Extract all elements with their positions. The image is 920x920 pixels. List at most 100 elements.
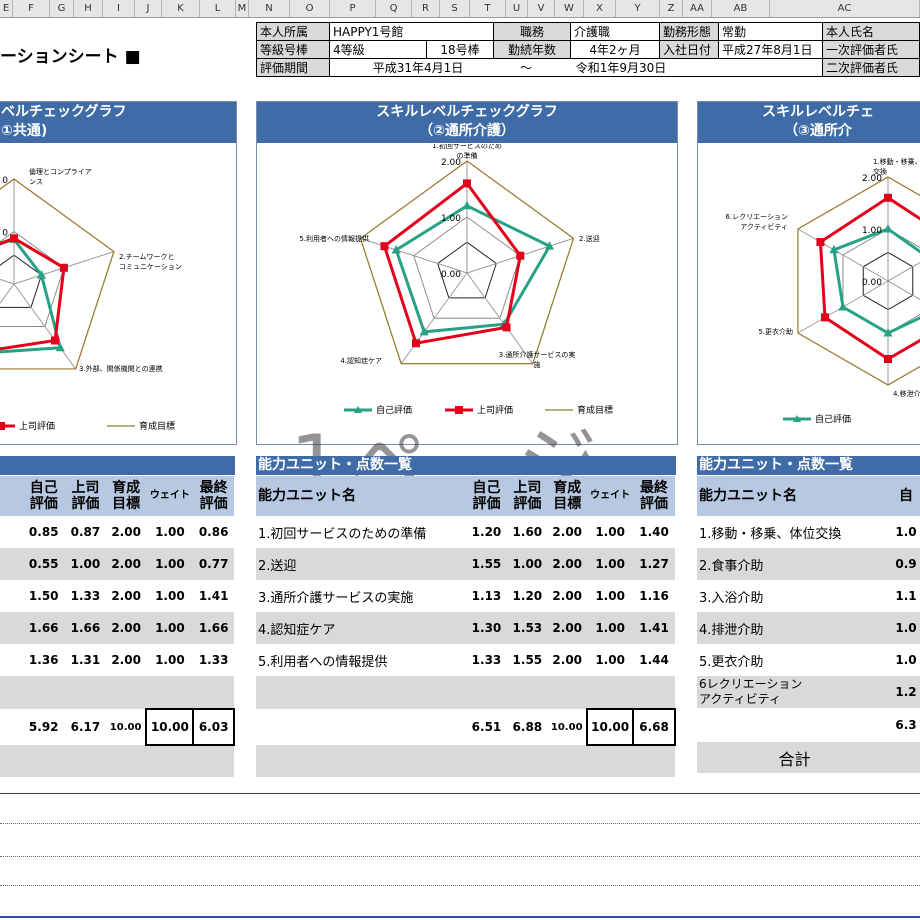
empty-cell[interactable] xyxy=(65,676,106,709)
column-header-g[interactable]: G xyxy=(50,0,74,17)
final-score[interactable]: 0.77 xyxy=(193,548,234,580)
target-score[interactable]: 2.00 xyxy=(552,589,583,603)
column-header-u[interactable]: U xyxy=(506,0,528,17)
period-from[interactable]: 平成31年4月1日 xyxy=(372,61,464,75)
empty-cell[interactable] xyxy=(0,676,23,709)
unit-name-cell[interactable]: 3.通所介護サービスの実施 xyxy=(258,590,414,606)
value-hire-date[interactable]: 平成27年8月1日 xyxy=(718,40,823,59)
empty-cell[interactable] xyxy=(0,745,23,777)
self-score[interactable]: 1.0 xyxy=(895,653,917,667)
target-score[interactable]: 2.00 xyxy=(105,612,147,644)
self-score[interactable]: 0.85 xyxy=(28,525,59,539)
final-score[interactable]: 0.86 xyxy=(198,525,229,539)
final-score[interactable]: 1.41 xyxy=(198,589,229,603)
target-score[interactable]: 2.00 xyxy=(547,548,588,580)
total-final[interactable]: 6.03 xyxy=(192,708,235,746)
unit-name-cell[interactable]: 6レクリエーション アクティビティ xyxy=(697,676,893,708)
boss-score[interactable]: 1.00 xyxy=(507,548,548,580)
column-header-l[interactable]: L xyxy=(200,0,236,17)
unit-name-cell[interactable]: 4.認知症ケア xyxy=(256,612,466,644)
column-header-i[interactable]: I xyxy=(103,0,135,17)
empty-cell[interactable] xyxy=(587,745,634,777)
column-header-n[interactable]: N xyxy=(249,0,290,17)
weight[interactable]: 1.00 xyxy=(155,653,185,667)
column-header-ac[interactable]: AC xyxy=(770,0,920,17)
column-header-p[interactable]: P xyxy=(330,0,376,17)
boss-score[interactable]: 1.55 xyxy=(512,653,543,667)
comment-line[interactable] xyxy=(0,823,920,824)
total-label-cell[interactable] xyxy=(256,709,466,745)
column-header-q[interactable]: Q xyxy=(376,0,412,17)
total-boss[interactable]: 6.17 xyxy=(70,720,101,734)
total-self[interactable]: 5.92 xyxy=(28,720,59,734)
boss-score[interactable]: 1.53 xyxy=(507,612,548,644)
unit-name-cell[interactable]: 2.食事介助 xyxy=(697,548,893,580)
total-self[interactable]: 6.3 xyxy=(895,718,917,732)
empty-cell[interactable] xyxy=(193,676,234,709)
weight[interactable]: 1.00 xyxy=(146,612,194,644)
column-header-z[interactable]: Z xyxy=(660,0,683,17)
total-label[interactable]: 合計 xyxy=(697,742,893,773)
self-score[interactable]: 1.36 xyxy=(28,653,59,667)
target-score[interactable]: 2.00 xyxy=(552,525,583,539)
final-score[interactable]: 1.33 xyxy=(198,653,229,667)
column-header-aa[interactable]: AA xyxy=(683,0,712,17)
final-score[interactable]: 1.41 xyxy=(633,612,675,644)
empty-cell[interactable] xyxy=(587,676,634,709)
self-score[interactable]: 0.55 xyxy=(22,548,66,580)
unit-name-cell[interactable]: 1.初回サービスのための準備 xyxy=(258,526,427,542)
target-score[interactable]: 2.00 xyxy=(552,653,583,667)
weight[interactable]: 1.00 xyxy=(595,653,625,667)
column-header-e[interactable]: E xyxy=(0,0,13,17)
empty-cell[interactable] xyxy=(105,676,147,709)
column-header-x[interactable]: X xyxy=(584,0,616,17)
value-job[interactable]: 介護職 xyxy=(570,22,660,41)
self-score[interactable]: 0.9 xyxy=(892,548,920,580)
column-header-m[interactable]: M xyxy=(236,0,249,17)
column-header-v[interactable]: V xyxy=(528,0,555,17)
unit-name-cell[interactable]: 3.入浴介助 xyxy=(699,590,764,606)
empty-cell[interactable] xyxy=(465,745,508,777)
empty-cell[interactable] xyxy=(22,745,66,777)
empty-cell[interactable] xyxy=(547,676,588,709)
final-score[interactable]: 1.66 xyxy=(193,612,234,644)
self-score[interactable]: 1.50 xyxy=(28,589,59,603)
empty-cell[interactable] xyxy=(547,745,588,777)
final-score[interactable]: 1.27 xyxy=(633,548,675,580)
value-grade[interactable]: 4等級 xyxy=(329,40,427,59)
unit-name-cell[interactable] xyxy=(0,580,22,612)
weight[interactable]: 1.00 xyxy=(155,525,185,539)
self-score[interactable]: 1.30 xyxy=(465,612,508,644)
weight[interactable]: 1.00 xyxy=(155,589,185,603)
unit-name-cell[interactable] xyxy=(0,644,22,676)
final-score[interactable]: 1.40 xyxy=(639,525,669,539)
weight[interactable]: 1.00 xyxy=(587,548,634,580)
value-department[interactable]: HAPPY1号館 xyxy=(329,22,494,41)
empty-cell[interactable] xyxy=(633,676,675,709)
empty-cell[interactable] xyxy=(22,676,66,709)
target-score[interactable]: 2.00 xyxy=(105,548,147,580)
empty-cell[interactable] xyxy=(465,676,508,709)
column-header-f[interactable]: F xyxy=(13,0,50,17)
target-score[interactable]: 2.00 xyxy=(111,589,141,603)
self-score[interactable]: 1.0 xyxy=(892,612,920,644)
total-label-cell[interactable] xyxy=(0,709,22,745)
empty-cell[interactable] xyxy=(146,676,194,709)
unit-name-cell[interactable] xyxy=(0,516,22,548)
column-header-ab[interactable]: AB xyxy=(712,0,770,17)
unit-name-cell[interactable]: 1.移動・移乗、体位交換 xyxy=(699,526,842,542)
total-final[interactable]: 6.68 xyxy=(632,708,676,746)
empty-cell[interactable] xyxy=(892,742,920,773)
column-header-s[interactable]: S xyxy=(440,0,470,17)
self-score[interactable]: 1.0 xyxy=(895,525,917,539)
self-score[interactable]: 1.55 xyxy=(465,548,508,580)
total-target[interactable]: 10.00 xyxy=(550,721,583,733)
self-score[interactable]: 1.2 xyxy=(892,676,920,708)
total-label-cell[interactable] xyxy=(697,708,892,742)
target-score[interactable]: 2.00 xyxy=(111,525,141,539)
empty-cell[interactable] xyxy=(105,745,147,777)
weight[interactable]: 1.00 xyxy=(587,612,634,644)
boss-score[interactable]: 1.60 xyxy=(512,525,543,539)
total-weight[interactable]: 10.00 xyxy=(586,708,635,746)
comment-line[interactable] xyxy=(0,885,920,886)
